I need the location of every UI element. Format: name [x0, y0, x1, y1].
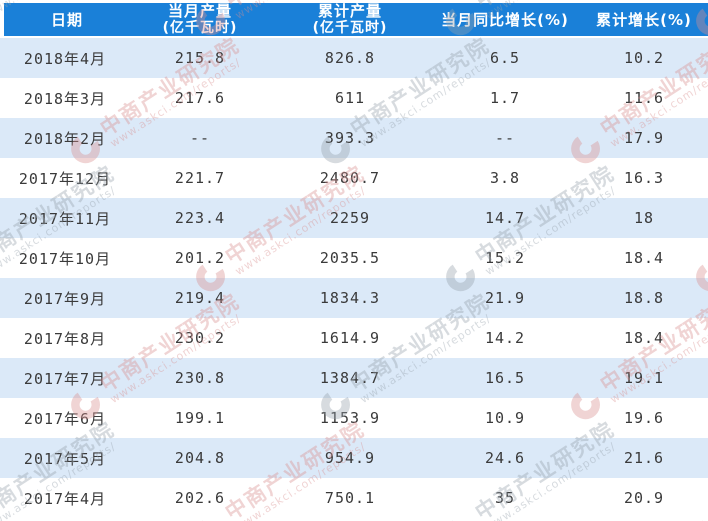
column-header-monthly-yoy-growth: 当月同比增长(%)	[430, 10, 580, 29]
table-cell: 3.8	[489, 169, 521, 187]
table-cell: 230.2	[174, 329, 226, 347]
column-header-monthly-output: 当月产量 (亿千瓦时)	[130, 3, 270, 37]
table-cell: 201.2	[174, 249, 226, 267]
table-cell: 2018年4月	[23, 49, 107, 68]
column-header-label: 累计产量	[317, 2, 382, 20]
table-cell: 19.1	[623, 369, 665, 387]
table-cell: 2017年5月	[23, 449, 107, 468]
table-cell: 826.8	[324, 49, 376, 67]
table-cell: 2018年3月	[23, 89, 107, 108]
column-header-label: 当月同比增长(%)	[441, 10, 569, 29]
table-cell: 611	[334, 89, 366, 107]
table-cell: 15.2	[484, 249, 526, 267]
table-cell: 10.2	[623, 49, 665, 67]
table-cell: --	[494, 129, 516, 147]
table-cell: 2017年12月	[18, 169, 112, 188]
table-cell: 202.6	[174, 489, 226, 507]
table-cell: 14.2	[484, 329, 526, 347]
column-header-cumulative-output: 累计产量 (亿千瓦时)	[270, 3, 430, 37]
table-cell: --	[189, 129, 211, 147]
table-row: 2017年6月 199.1 1153.9 10.9 19.6	[0, 398, 708, 438]
table-cell: 223.4	[174, 209, 226, 227]
column-header-unit: (亿千瓦时)	[162, 20, 238, 36]
table-cell: 217.6	[174, 89, 226, 107]
production-data-table: 日期 当月产量 (亿千瓦时) 累计产量 (亿千瓦时) 当月同比增长(%) 累计增…	[0, 3, 708, 518]
table-cell: 1153.9	[319, 409, 381, 427]
table-cell: 2018年2月	[23, 129, 107, 148]
table-cell: 2017年9月	[23, 289, 107, 308]
table-cell: 18	[633, 209, 655, 227]
table-cell: 11.6	[623, 89, 665, 107]
table-row: 2017年4月 202.6 750.1 35 20.9	[0, 478, 708, 518]
table-row: 2017年11月 223.4 2259 14.7 18	[0, 198, 708, 238]
table-cell: 1.7	[489, 89, 521, 107]
table-cell: 1384.7	[319, 369, 381, 387]
table-cell: 14.7	[484, 209, 526, 227]
table-cell: 2259	[329, 209, 371, 227]
table-cell: 18.4	[623, 329, 665, 347]
column-header-label: 日期	[50, 10, 83, 29]
table-row: 2017年10月 201.2 2035.5 15.2 18.4	[0, 238, 708, 278]
table-row: 2018年2月 -- 393.3 -- 17.9	[0, 118, 708, 158]
table-cell: 954.9	[324, 449, 376, 467]
table-cell: 2017年11月	[18, 209, 112, 228]
table-row: 2017年12月 221.7 2480.7 3.8 16.3	[0, 158, 708, 198]
table-cell: 6.5	[489, 49, 521, 67]
table-header-row: 日期 当月产量 (亿千瓦时) 累计产量 (亿千瓦时) 当月同比增长(%) 累计增…	[4, 3, 708, 38]
table-cell: 199.1	[174, 409, 226, 427]
column-header-cumulative-growth: 累计增长(%)	[580, 10, 708, 29]
table-cell: 18.4	[623, 249, 665, 267]
table-cell: 2480.7	[319, 169, 381, 187]
table-cell: 1834.3	[319, 289, 381, 307]
table-cell: 20.9	[623, 489, 665, 507]
table-cell: 2017年4月	[23, 489, 107, 508]
table-cell: 16.5	[484, 369, 526, 387]
table-cell: 16.3	[623, 169, 665, 187]
table-cell: 19.6	[623, 409, 665, 427]
table-cell: 2017年10月	[18, 249, 112, 268]
table-cell: 21.9	[484, 289, 526, 307]
table-cell: 219.4	[174, 289, 226, 307]
table-cell: 393.3	[324, 129, 376, 147]
table-cell: 2017年8月	[23, 329, 107, 348]
table-cell: 204.8	[174, 449, 226, 467]
table-cell: 215.8	[174, 49, 226, 67]
column-header-unit: (亿千瓦时)	[312, 20, 388, 36]
table-cell: 750.1	[324, 489, 376, 507]
column-header-label: 当月产量	[167, 2, 232, 20]
column-header-date: 日期	[4, 10, 130, 29]
table-cell: 35	[494, 489, 516, 507]
table-cell: 24.6	[484, 449, 526, 467]
table-cell: 221.7	[174, 169, 226, 187]
table-row: 2017年9月 219.4 1834.3 21.9 18.8	[0, 278, 708, 318]
table-cell: 18.8	[623, 289, 665, 307]
table-cell: 1614.9	[319, 329, 381, 347]
table-row: 2018年4月 215.8 826.8 6.5 10.2	[0, 38, 708, 78]
table-cell: 2017年6月	[23, 409, 107, 428]
table-cell: 21.6	[623, 449, 665, 467]
table-cell: 2017年7月	[23, 369, 107, 388]
table-cell: 2035.5	[319, 249, 381, 267]
table-row: 2017年7月 230.8 1384.7 16.5 19.1	[0, 358, 708, 398]
column-header-label: 累计增长(%)	[596, 10, 692, 29]
table-row: 2018年3月 217.6 611 1.7 11.6	[0, 78, 708, 118]
table-row: 2017年8月 230.2 1614.9 14.2 18.4	[0, 318, 708, 358]
table-cell: 230.8	[174, 369, 226, 387]
table-cell: 17.9	[623, 129, 665, 147]
table-body: 2018年4月 215.8 826.8 6.5 10.2 2018年3月 217.6 611 1…	[0, 38, 708, 518]
table-row: 2017年5月 204.8 954.9 24.6 21.6	[0, 438, 708, 478]
table-cell: 10.9	[484, 409, 526, 427]
